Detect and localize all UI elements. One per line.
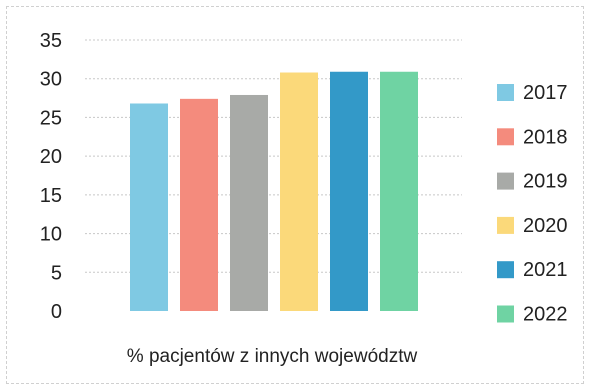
chart-frame [6,6,584,384]
x-axis-label: % pacjentów z innych województw [127,346,418,367]
bar-2021 [330,71,368,311]
y-tick-label-35: 35 [40,30,62,52]
legend-label-2022: 2022 [523,304,568,326]
y-tick-label-30: 30 [40,69,62,91]
legend-swatch-2018 [497,128,514,146]
bar-2017 [130,103,168,312]
y-tick-label-5: 5 [51,262,62,284]
bar-2020 [280,72,318,312]
legend-label-2018: 2018 [523,126,568,148]
y-tick-label-25: 25 [40,107,62,129]
legend-swatch-2017 [497,84,514,101]
legend-label-2019: 2019 [523,171,568,193]
y-tick-label-10: 10 [40,224,62,246]
legend-swatch-2021 [497,261,514,279]
y-axis-tick-labels: 0 5 10 15 20 25 30 35 [40,30,62,323]
bars [130,71,418,312]
y-tick-label-20: 20 [40,146,62,168]
legend-swatch-2022 [497,305,514,323]
bar-2019 [230,94,268,311]
bar-2018 [180,98,218,312]
gridlines [85,39,462,273]
legend-label-2020: 2020 [523,215,568,237]
legend: 2017 2018 2019 2020 2021 2022 [497,82,568,326]
legend-label-2017: 2017 [523,82,568,104]
legend-swatch-2019 [497,172,514,190]
bar-2022 [380,71,418,311]
legend-swatch-2020 [497,216,514,234]
legend-label-2021: 2021 [523,259,568,281]
y-tick-label-15: 15 [40,185,62,207]
y-tick-label-0: 0 [51,301,62,323]
